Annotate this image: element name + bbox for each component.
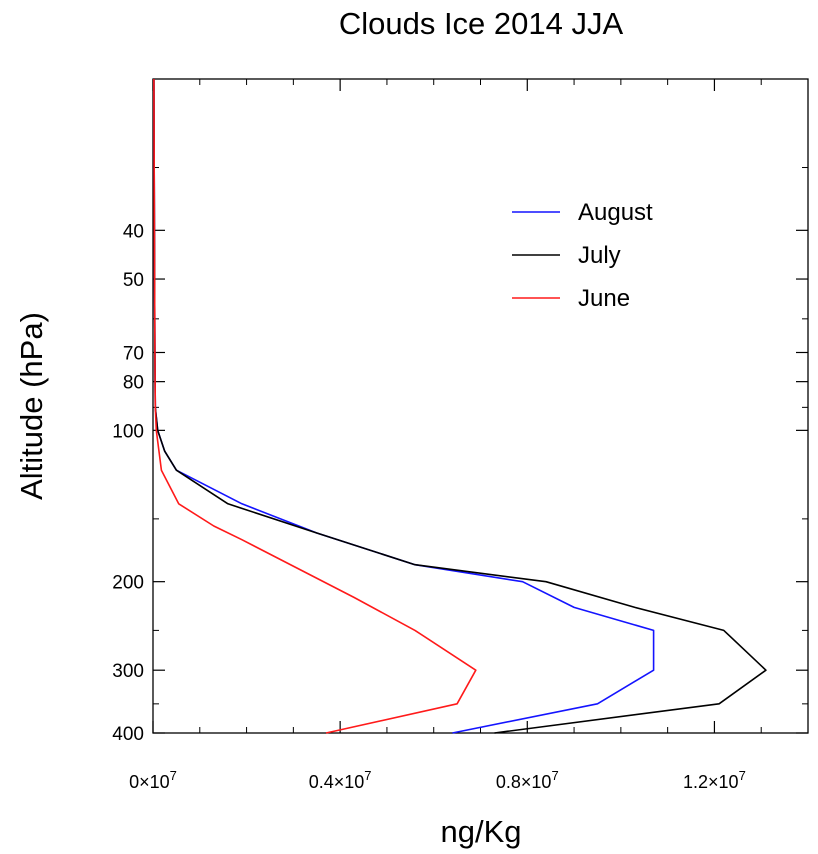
chart-title: Clouds Ice 2014 JJA [339, 6, 624, 41]
y-tick-label: 200 [112, 573, 144, 594]
series-line-june [153, 78, 477, 734]
y-axis-label: Altitude (hPa) [14, 312, 49, 500]
y-tick-label: 70 [123, 343, 144, 364]
series-line-august [153, 78, 655, 734]
x-tick-label: 0.4×107 [309, 768, 372, 792]
y-tick-label: 40 [123, 221, 144, 242]
y-tick-label: 50 [123, 270, 144, 291]
plot-area: 0×107 0.4×107 0.8×107 1.2×107 40 50 70 80 100 200… [112, 78, 809, 792]
x-tick-label: 0.8×107 [496, 768, 559, 792]
x-axis-label: ng/Kg [440, 814, 521, 849]
legend-label-july: July [578, 242, 621, 269]
plot-frame [152, 78, 809, 734]
x-tick-label: 1.2×107 [683, 768, 746, 792]
y-tick-label: 100 [112, 421, 144, 442]
x-tick-label: 0×107 [129, 768, 177, 792]
legend: August July June [512, 199, 653, 312]
y-tick-label: 80 [123, 373, 144, 394]
legend-label-august: August [578, 199, 653, 226]
y-tick-label: 400 [112, 724, 144, 745]
series-line-july [153, 78, 767, 734]
legend-label-june: June [578, 285, 630, 312]
y-tick-label: 300 [112, 661, 144, 682]
